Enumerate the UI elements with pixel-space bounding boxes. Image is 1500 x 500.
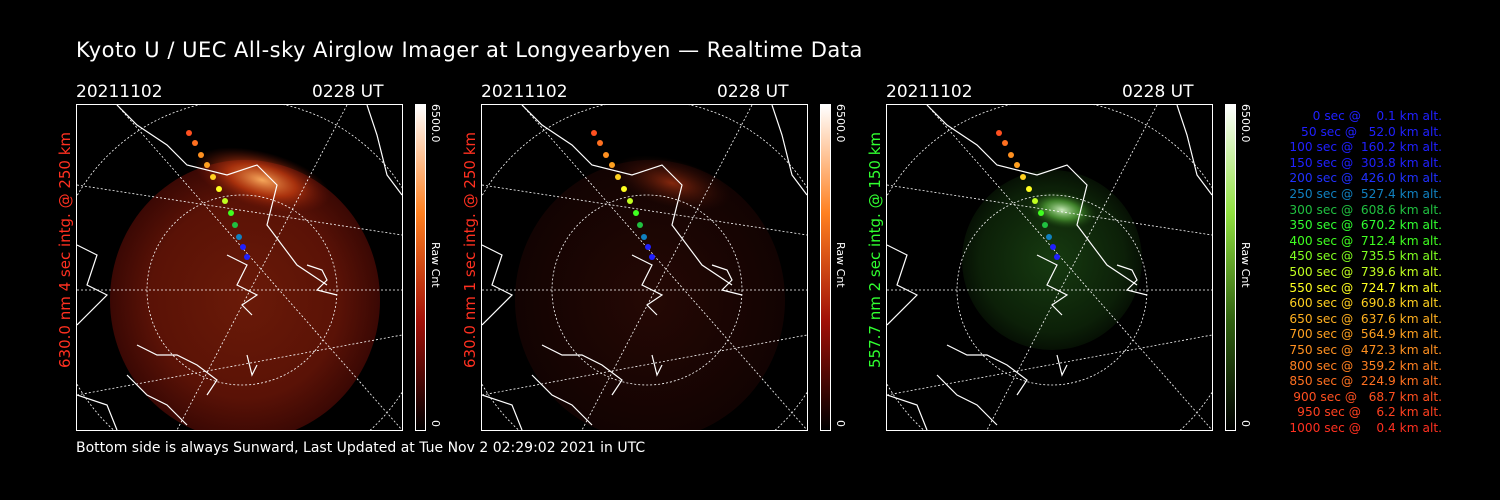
legend-entry: 0 sec @ 0.1 km alt. [1301,109,1442,123]
footer-note: Bottom side is always Sunward, Last Upda… [76,440,646,456]
legend-entry: 100 sec @ 160.2 km alt. [1285,140,1442,155]
legend-entry: 950 sec @ 6.2 km alt. [1293,405,1442,420]
legend-entry: 300 sec @ 608.6 km alt. [1285,202,1442,217]
panel2-colorbar [820,104,831,431]
legend-entry: 750 sec @ 472.3 km alt. [1285,342,1442,357]
panel1-colorbar-unit: Raw Cnt [429,242,442,288]
panel1-colorbar-min: 0 [429,420,442,427]
panel1-colorbar [415,104,426,431]
panel3-label: 557.7 nm 2 sec intg. @ 150 km [866,131,884,368]
legend-entry: 150 sec @ 303.8 km alt. [1285,155,1442,170]
panel2-image [481,104,808,431]
legend-entry: 700 sec @ 564.9 km alt. [1285,327,1442,342]
panel3-image [886,104,1213,431]
legend-entry: 850 sec @ 224.9 km alt. [1285,374,1442,389]
panel1-label: 630.0 nm 4 sec intg. @ 250 km [56,131,74,368]
panel1-colorbar-max: 6500.0 [429,104,442,143]
panel3-colorbar-min: 0 [1239,420,1252,427]
legend-entry: 250 sec @ 527.4 km alt. [1285,186,1442,201]
panel3-date: 20211102 [886,82,973,102]
panel3-colorbar [1225,104,1236,431]
legend-entry: 550 sec @ 724.7 km alt. [1285,280,1442,295]
legend-entry: 900 sec @ 68.7 km alt. [1289,389,1442,404]
panel2-time: 0228 UT [717,82,789,102]
legend-entry: 400 sec @ 712.4 km alt. [1285,233,1442,248]
panel3-colorbar-unit: Raw Cnt [1239,242,1252,288]
legend-entry: 200 sec @ 426.0 km alt. [1285,171,1442,186]
panel3-colorbar-max: 6500.0 [1239,104,1252,143]
legend-entry: 500 sec @ 739.6 km alt. [1285,264,1442,279]
panel2-date: 20211102 [481,82,568,102]
panel1-date: 20211102 [76,82,163,102]
legend-entry: 600 sec @ 690.8 km alt. [1285,296,1442,311]
panel3-time: 0228 UT [1122,82,1194,102]
panel2-colorbar-max: 6500.0 [834,104,847,143]
panel2-label: 630.0 nm 1 sec intg. @ 250 km [461,131,479,368]
panel2-colorbar-min: 0 [834,420,847,427]
legend-entry: 50 sec @ 52.0 km alt. [1293,124,1442,139]
panel2-colorbar-unit: Raw Cnt [834,242,847,288]
legend-entry: 350 sec @ 670.2 km alt. [1285,218,1442,233]
trajectory-legend: 0 sec @ 0.1 km alt. 50 sec @ 52.0 km alt… [1262,109,1442,436]
panel1-time: 0228 UT [312,82,384,102]
legend-entry: 450 sec @ 735.5 km alt. [1285,249,1442,264]
legend-entry: 650 sec @ 637.6 km alt. [1285,311,1442,326]
legend-entry: 800 sec @ 359.2 km alt. [1285,358,1442,373]
legend-entry: 1000 sec @ 0.4 km alt. [1289,420,1442,435]
page-title: Kyoto U / UEC All-sky Airglow Imager at … [76,38,863,62]
panel1-image [76,104,403,431]
